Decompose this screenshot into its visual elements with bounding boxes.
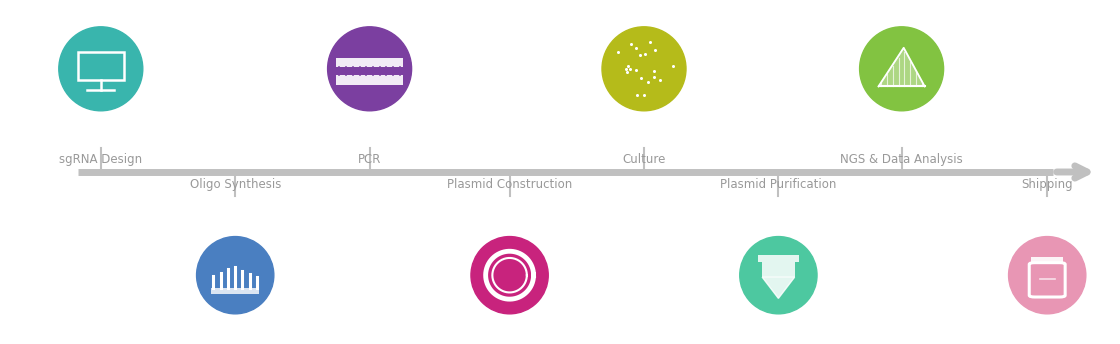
FancyBboxPatch shape [758,255,799,262]
Ellipse shape [197,237,273,314]
Ellipse shape [739,237,816,314]
FancyBboxPatch shape [211,288,260,294]
Polygon shape [763,277,794,298]
Text: Plasmid Construction: Plasmid Construction [447,178,572,191]
Polygon shape [878,48,925,86]
FancyBboxPatch shape [763,262,794,277]
Text: Culture: Culture [623,153,665,166]
Ellipse shape [472,237,549,314]
FancyBboxPatch shape [1032,257,1063,265]
Text: PCR: PCR [358,153,381,166]
Ellipse shape [58,27,143,111]
Text: Oligo Synthesis: Oligo Synthesis [189,178,281,191]
Text: NGS & Data Analysis: NGS & Data Analysis [840,153,963,166]
Ellipse shape [603,27,685,111]
Ellipse shape [328,27,412,111]
Ellipse shape [859,27,943,111]
Text: Shipping: Shipping [1021,178,1073,191]
Text: Plasmid Purification: Plasmid Purification [720,178,837,191]
FancyBboxPatch shape [336,58,403,67]
Ellipse shape [1009,237,1086,314]
FancyBboxPatch shape [336,75,403,85]
Text: sgRNA Design: sgRNA Design [59,153,142,166]
